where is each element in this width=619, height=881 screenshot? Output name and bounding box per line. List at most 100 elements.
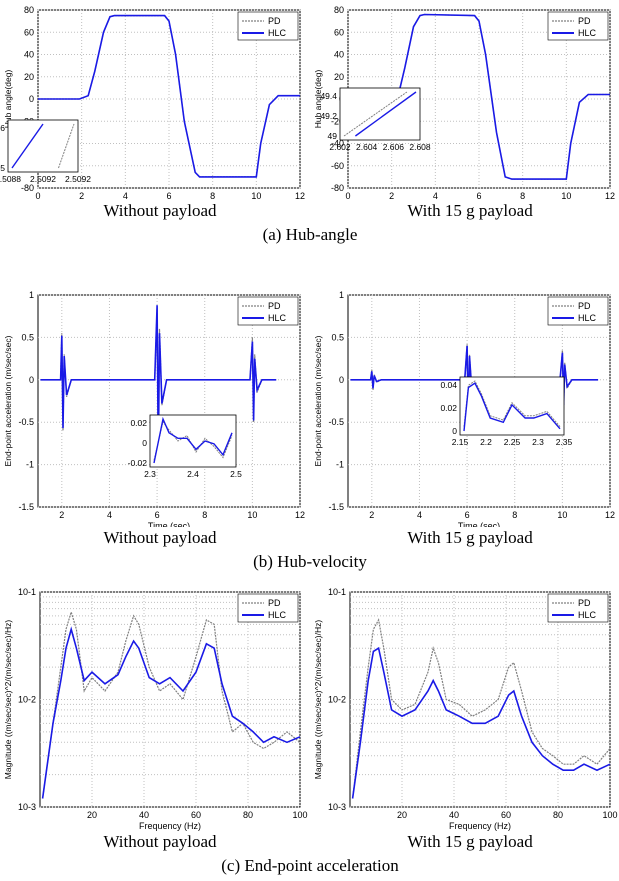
inset-x-tick-label: 2.3 [144,469,156,479]
caption-c-without: Without payload [103,832,217,851]
y-axis-label: End-point acceleration (m/sec/sec) [3,335,13,466]
series-line-pd [42,610,301,799]
legend-box [547,296,609,326]
legend-label-pd: PD [578,16,591,26]
inset-x-tick-label: 2.5 [230,469,242,479]
x-tick-label: 4 [417,510,422,520]
inset-y-tick-label: 49 [328,131,338,141]
y-tick-label: 0 [29,375,34,385]
inset-y-tick-label: 0.02 [130,418,147,428]
x-tick-label: 8 [520,191,525,200]
y-tick-label: -1.5 [18,502,34,512]
y-tick-label: 10-1 [328,587,346,597]
x-tick-label: 2 [369,510,374,520]
inset-y-tick-label: 49.2 [320,111,337,121]
inset-y-tick-label: -0.02 [128,458,148,468]
legend-box [547,593,609,623]
inset-series-line-pd [463,380,561,428]
inset-series-line-hlc [11,123,44,169]
legend-label-hlc: HLC [268,28,287,38]
x-axis-label: Time (sec) [458,521,500,527]
x-tick-label: 6 [166,191,171,200]
x-tick-label: 2 [59,510,64,520]
series-line-hlc [40,305,277,461]
series-line-hlc [38,14,300,178]
x-tick-label: 0 [35,191,40,200]
y-tick-label: 10-3 [328,802,346,812]
x-tick-label: 40 [139,810,149,820]
legend-label-pd: PD [578,301,591,311]
series-line-hlc [351,646,611,799]
inset-x-tick-label: 2.15 [452,437,469,447]
y-tick-label: 80 [334,5,344,15]
y-tick-label: 0.5 [331,332,344,342]
x-tick-label: 4 [433,191,438,200]
series-line-pd [352,618,611,799]
inset-x-tick-label: 2.608 [409,142,431,152]
y-tick-label: 10-3 [18,802,36,812]
legend-label-pd: PD [578,598,591,608]
legend-box [547,11,609,41]
series-line-hlc [348,13,610,180]
series-line-hlc [41,626,301,799]
inset-x-tick-label: 2.4 [187,469,199,479]
x-tick-label: 10 [251,191,261,200]
inset-x-tick-label: 2.25 [504,437,521,447]
y-tick-label: 0 [339,375,344,385]
y-tick-label: 10-1 [18,587,36,597]
plot-area [37,294,301,508]
chart-end-point-acceleration-without-payload: 20 40 60 80 100 10-1 10-2 10-3 Frequency (Hz) Mag… [3,587,308,831]
x-tick-label: 8 [210,191,215,200]
inset-x-tick-label: 2.606 [383,142,405,152]
inset-plot-area [7,119,79,173]
y-tick-label: -40 [331,139,344,149]
x-tick-label: 40 [449,810,459,820]
inset-x-tick-label: 2.604 [356,142,378,152]
caption-b-with: With 15 g payload [407,528,533,547]
caption-c-with: With 15 g payload [407,832,533,851]
legend-label-hlc: HLC [268,313,287,323]
y-axis-label: Hub angle(deg) [3,70,13,129]
x-tick-label: 4 [107,510,112,520]
legend-box [237,593,299,623]
x-tick-label: 12 [295,191,305,200]
legend-label-pd: PD [268,301,281,311]
caption-a-row: (a) Hub-angle [262,225,358,244]
inset-y-tick-label: 0.04 [440,380,457,390]
inset-y-tick-label: 0 [452,426,457,436]
x-tick-label: 10 [557,510,567,520]
y-tick-label: -1 [26,460,34,470]
inset-x-tick-label: 2.5092 [65,174,91,184]
x-tick-label: 20 [87,810,97,820]
inset-x-tick-label: 2.2 [480,437,492,447]
inset-y-tick-label: 44.85 [0,163,5,173]
x-axis-label: Frequency (Hz) [449,821,511,831]
y-tick-label: 1 [339,290,344,300]
inset-y-tick-label: 44.86 [0,123,5,133]
inset-x-tick-label: 2.5088 [0,174,21,184]
y-tick-label: 1 [29,290,34,300]
caption-c-row: (c) End-point acceleration [221,856,399,875]
y-tick-label: -20 [331,116,344,126]
chart-hub-velocity-without-payload: 2 4 6 8 10 12 -1.5 -1 -0.5 0 0.5 1 Time (sec) End-poi… [3,290,305,527]
caption-b-without: Without payload [103,528,217,547]
x-tick-label: 20 [397,810,407,820]
x-tick-label: 6 [155,510,160,520]
x-axis-label: Frequency (Hz) [139,821,201,831]
x-tick-label: 0 [345,191,350,200]
x-tick-label: 8 [202,510,207,520]
x-tick-label: 2 [389,191,394,200]
inset-y-tick-label: 0.02 [440,403,457,413]
y-tick-label: -1.5 [328,502,344,512]
caption-a-with: With 15 g payload [407,201,533,220]
y-tick-label: -80 [331,183,344,193]
x-tick-label: 12 [605,510,615,520]
y-tick-label: -0.5 [18,417,34,427]
inset-x-tick-label: 2.5092 [30,174,56,184]
x-tick-label: 6 [476,191,481,200]
x-tick-label: 60 [191,810,201,820]
legend-label-hlc: HLC [578,28,597,38]
inset-x-tick-label: 2.35 [556,437,573,447]
inset-series-line-hlc [153,416,233,464]
